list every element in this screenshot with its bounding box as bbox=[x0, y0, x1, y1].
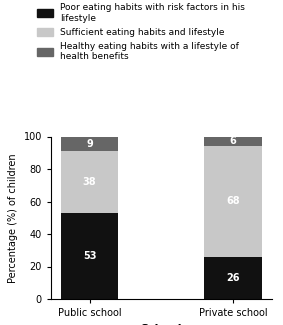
Bar bbox=[61, 213, 118, 299]
Text: 26: 26 bbox=[226, 273, 240, 283]
Text: 38: 38 bbox=[83, 177, 97, 187]
Y-axis label: Percentage (%) of children: Percentage (%) of children bbox=[8, 153, 18, 282]
Bar bbox=[204, 257, 262, 299]
Bar bbox=[204, 136, 262, 146]
Bar bbox=[61, 151, 118, 213]
Text: 6: 6 bbox=[230, 136, 236, 146]
Legend: Poor eating habits with risk factors in his
lifestyle, Sufficient eating habits : Poor eating habits with risk factors in … bbox=[37, 3, 245, 61]
X-axis label: School: School bbox=[141, 324, 182, 325]
Text: 68: 68 bbox=[226, 197, 240, 206]
Bar bbox=[61, 136, 118, 151]
Text: 9: 9 bbox=[86, 139, 93, 149]
Bar bbox=[204, 146, 262, 257]
Text: 53: 53 bbox=[83, 251, 97, 261]
